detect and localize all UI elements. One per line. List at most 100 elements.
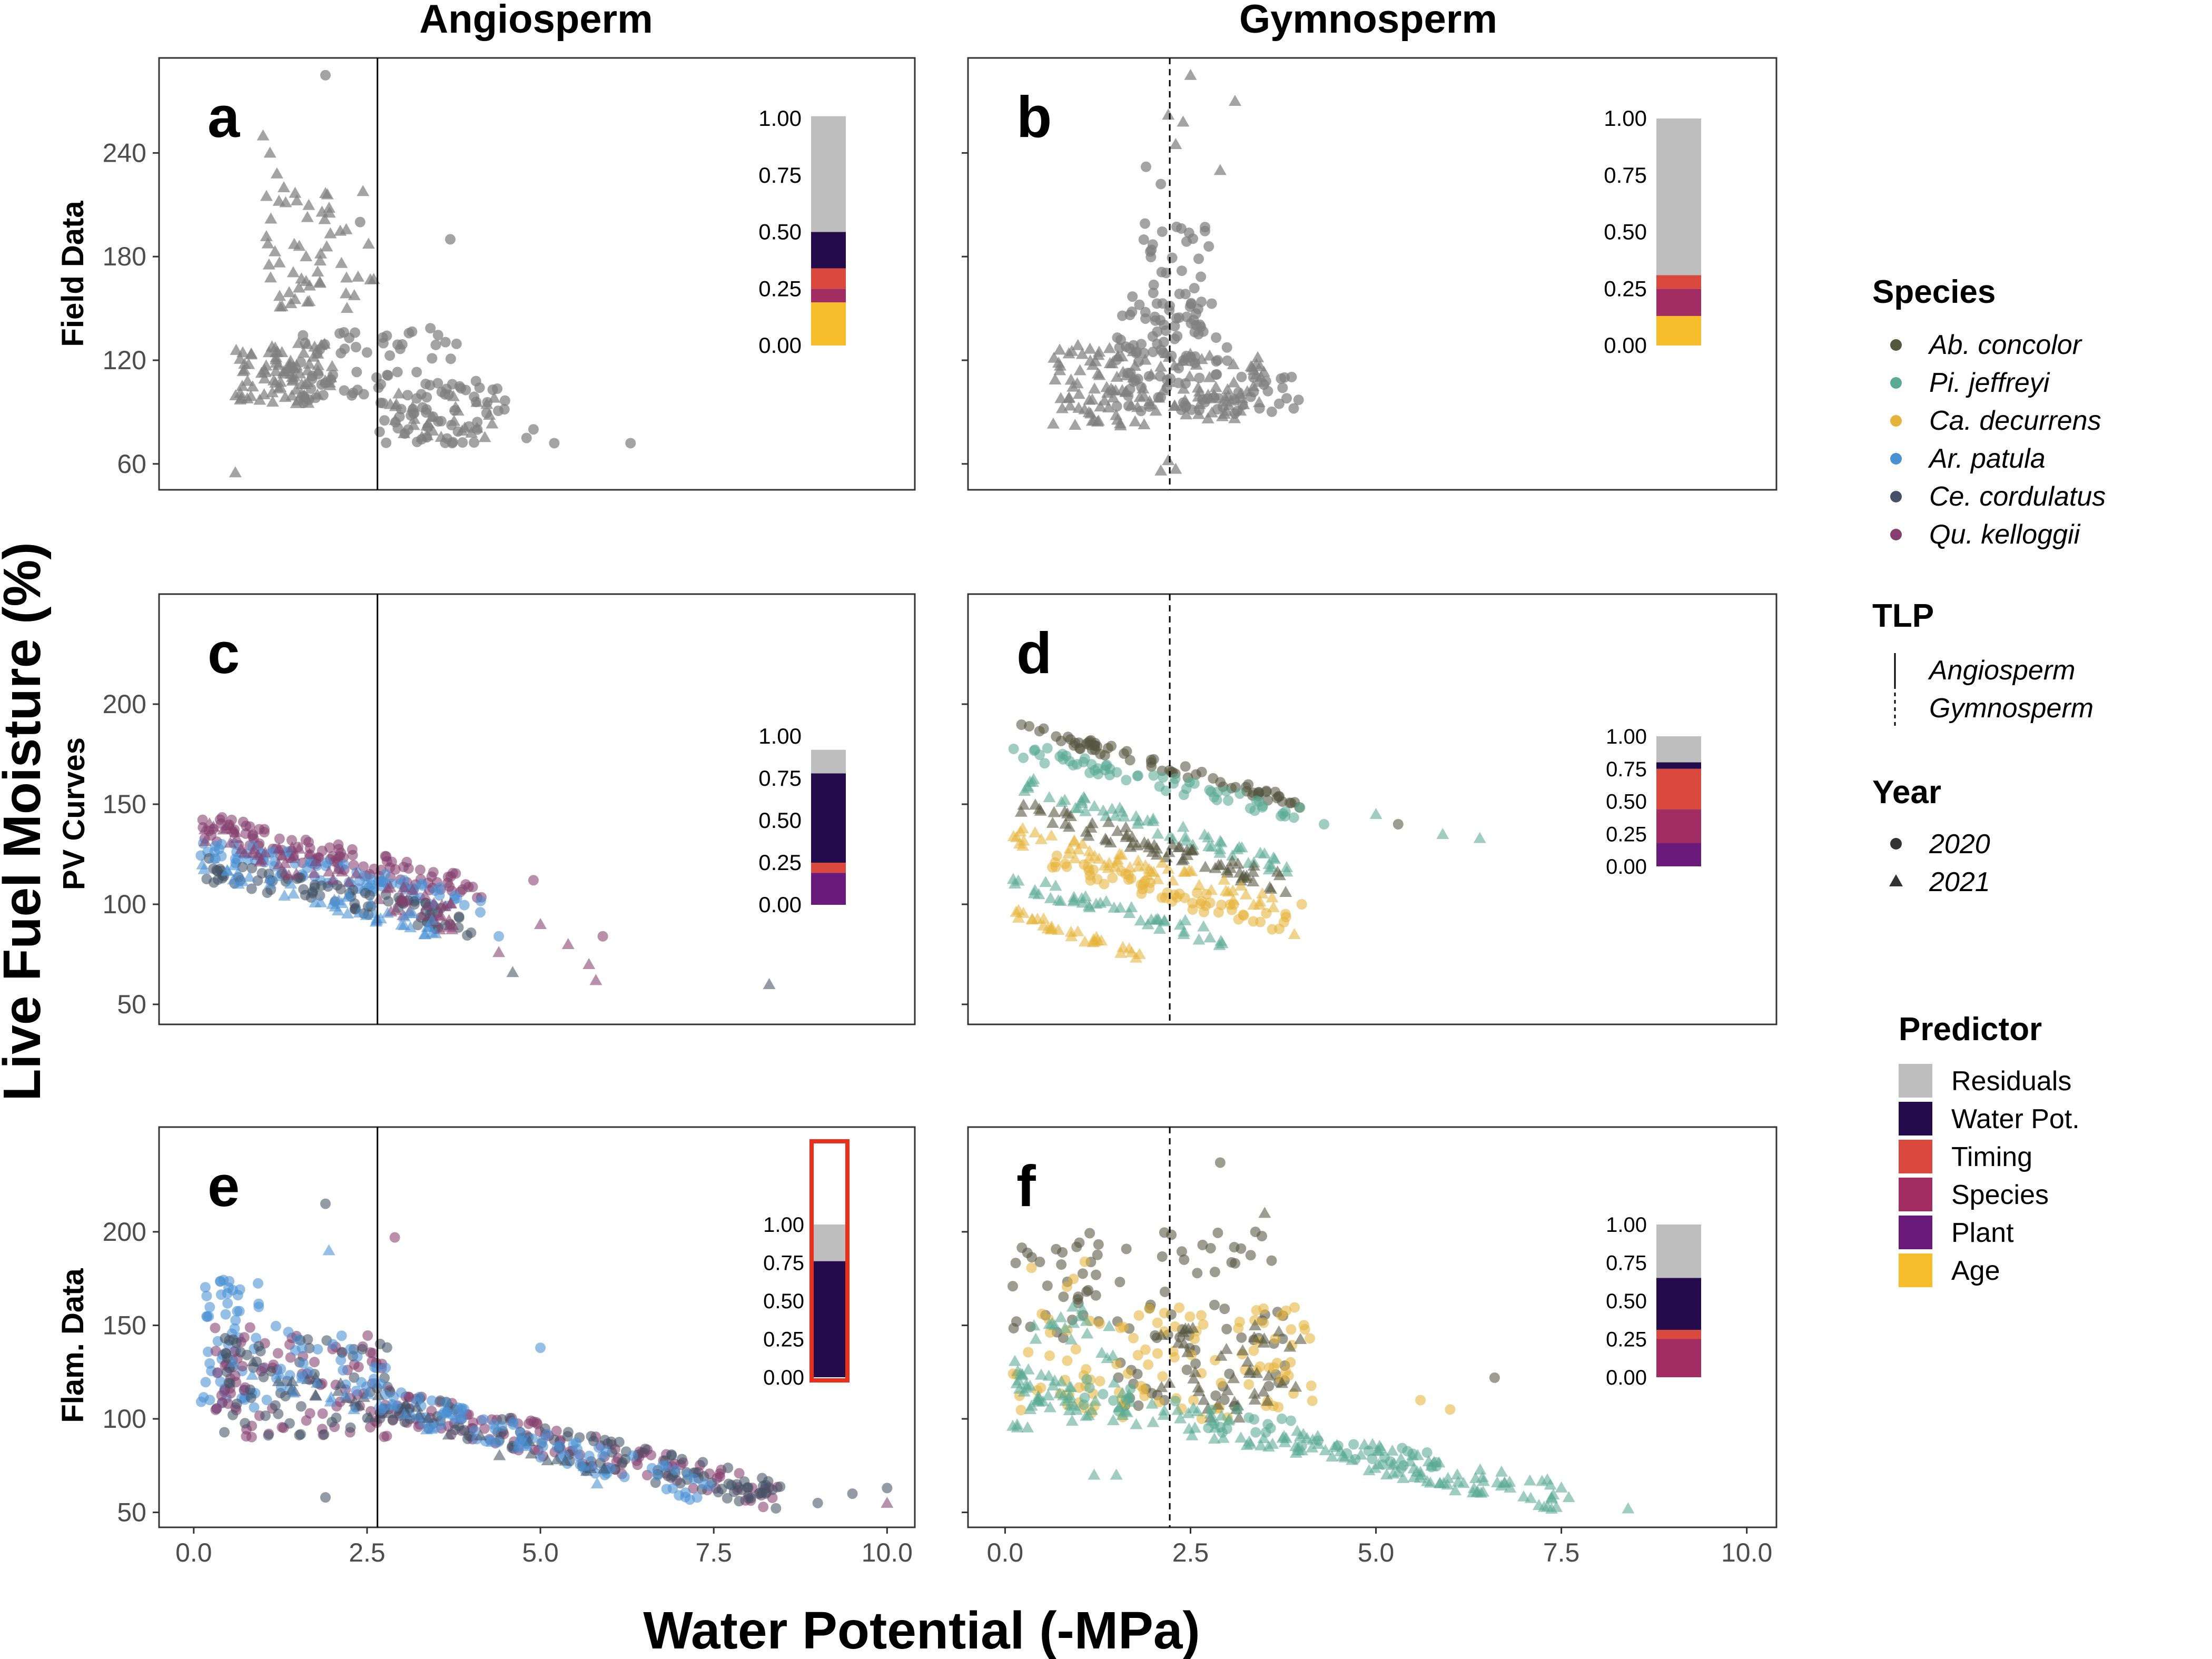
data-point — [204, 1358, 215, 1369]
data-point — [1245, 1250, 1256, 1261]
data-point — [344, 332, 355, 343]
variance-bar-tick-label: 1.00 — [758, 106, 802, 131]
data-point — [1294, 1332, 1307, 1344]
data-point — [1227, 376, 1240, 388]
y-tick-label: 100 — [103, 890, 146, 919]
data-point — [847, 1488, 858, 1499]
data-point — [432, 378, 443, 389]
data-point — [1261, 908, 1272, 919]
data-point — [475, 907, 486, 918]
data-point — [1332, 1440, 1344, 1451]
data-point — [1138, 389, 1151, 401]
data-point — [339, 1388, 352, 1400]
data-point — [341, 907, 354, 919]
panel-d: d 0.00 0.25 0.50 0.75 1.00 — [962, 593, 1777, 1025]
data-point — [412, 920, 423, 931]
data-point — [1213, 939, 1226, 950]
legend-tlp: TLP Angiosperm Gymnosperm — [1872, 598, 2094, 728]
data-point — [726, 1479, 737, 1490]
data-point — [1103, 1320, 1116, 1331]
data-point — [317, 1408, 328, 1419]
data-point — [230, 832, 243, 843]
data-point — [285, 1375, 299, 1386]
data-point — [270, 1320, 281, 1331]
data-point — [388, 1391, 399, 1403]
data-point — [1022, 1363, 1035, 1375]
data-point — [472, 417, 483, 428]
data-point — [1261, 785, 1272, 796]
data-point — [1371, 1445, 1384, 1456]
variance-segment — [811, 232, 846, 269]
data-point — [1194, 372, 1205, 383]
data-point — [1278, 1430, 1291, 1441]
data-point — [1209, 381, 1222, 392]
data-point — [271, 870, 284, 882]
data-point — [1247, 865, 1260, 877]
column-title-gymnosperm: Gymnosperm — [1239, 0, 1497, 42]
variance-segment — [1656, 843, 1701, 866]
data-point — [1034, 749, 1045, 761]
data-point — [256, 129, 270, 141]
data-point — [1420, 1475, 1434, 1486]
data-point — [586, 1458, 599, 1470]
data-point — [1050, 862, 1061, 873]
data-point — [295, 1401, 307, 1412]
data-point — [882, 1483, 893, 1494]
data-point — [1247, 875, 1260, 886]
data-point — [312, 1344, 323, 1355]
data-point — [1547, 1488, 1560, 1500]
data-point — [1173, 841, 1187, 852]
data-point — [1048, 1319, 1061, 1330]
data-point — [286, 374, 299, 386]
data-point — [743, 1493, 754, 1504]
data-point — [1090, 1290, 1101, 1301]
variance-bar: 0.00 0.25 0.50 0.75 1.00 — [1604, 106, 1701, 358]
data-point — [1125, 1383, 1136, 1394]
data-point — [1159, 347, 1172, 359]
points-layer — [195, 812, 776, 989]
data-point — [238, 846, 251, 858]
legend-species-item: Ce. cordulatus — [1890, 481, 2106, 512]
data-point — [445, 353, 456, 364]
data-point — [348, 289, 361, 300]
data-point — [402, 906, 416, 918]
data-point — [1230, 1258, 1241, 1269]
data-point — [1039, 758, 1050, 769]
legend-predictor-label: Species — [1951, 1180, 2049, 1210]
data-point — [1046, 417, 1060, 429]
variance-bar-tick-label: 0.75 — [763, 1252, 804, 1275]
data-point — [1113, 1406, 1124, 1417]
variance-bar: 0.00 0.25 0.50 0.75 1.00 — [1606, 1213, 1701, 1389]
points-layer — [1006, 1157, 1635, 1514]
data-point — [232, 1290, 243, 1301]
data-point — [1064, 809, 1077, 821]
data-point — [1169, 1352, 1180, 1363]
legend-year-title: Year — [1872, 774, 1941, 811]
data-point — [1136, 339, 1147, 350]
data-point — [238, 363, 251, 375]
data-point — [364, 896, 378, 908]
data-point — [462, 1433, 473, 1444]
data-point — [1283, 1340, 1297, 1352]
data-point — [1296, 899, 1307, 910]
data-point — [1064, 1398, 1077, 1410]
data-point — [1176, 223, 1187, 234]
data-point — [286, 835, 297, 846]
data-point — [207, 821, 220, 832]
data-point — [1178, 789, 1189, 801]
data-point — [469, 1425, 480, 1436]
data-point — [307, 887, 318, 898]
data-point — [1143, 371, 1154, 382]
data-point — [377, 332, 388, 343]
data-point — [320, 1198, 331, 1209]
data-point — [462, 930, 473, 941]
data-point — [1162, 862, 1175, 874]
data-point — [1250, 1226, 1261, 1237]
data-point — [1495, 1465, 1508, 1477]
row-label-pv-curves: PV Curves — [57, 737, 91, 890]
data-point — [273, 290, 286, 301]
data-point — [1263, 1362, 1275, 1373]
data-point — [1257, 1385, 1270, 1397]
data-point — [1138, 418, 1151, 430]
data-point — [1017, 798, 1030, 810]
